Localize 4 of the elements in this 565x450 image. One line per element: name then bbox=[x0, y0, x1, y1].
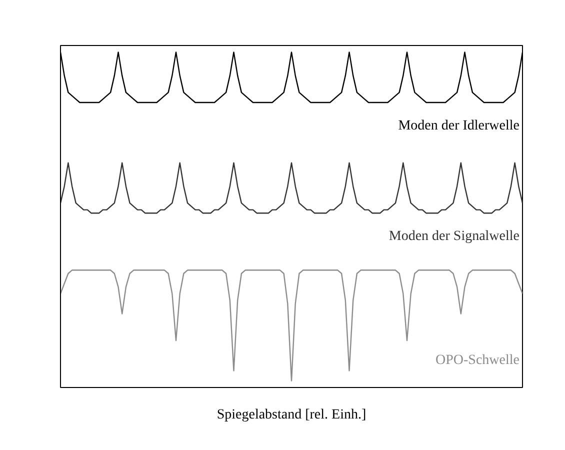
series-label: Moden der Signalwelle bbox=[388, 229, 520, 244]
x-axis-title: Spiegelabstand [rel. Einh.] bbox=[216, 408, 366, 422]
text: OPO-Schwelle bbox=[436, 353, 520, 368]
series-label: Moden der Idlerwelle bbox=[398, 118, 520, 134]
